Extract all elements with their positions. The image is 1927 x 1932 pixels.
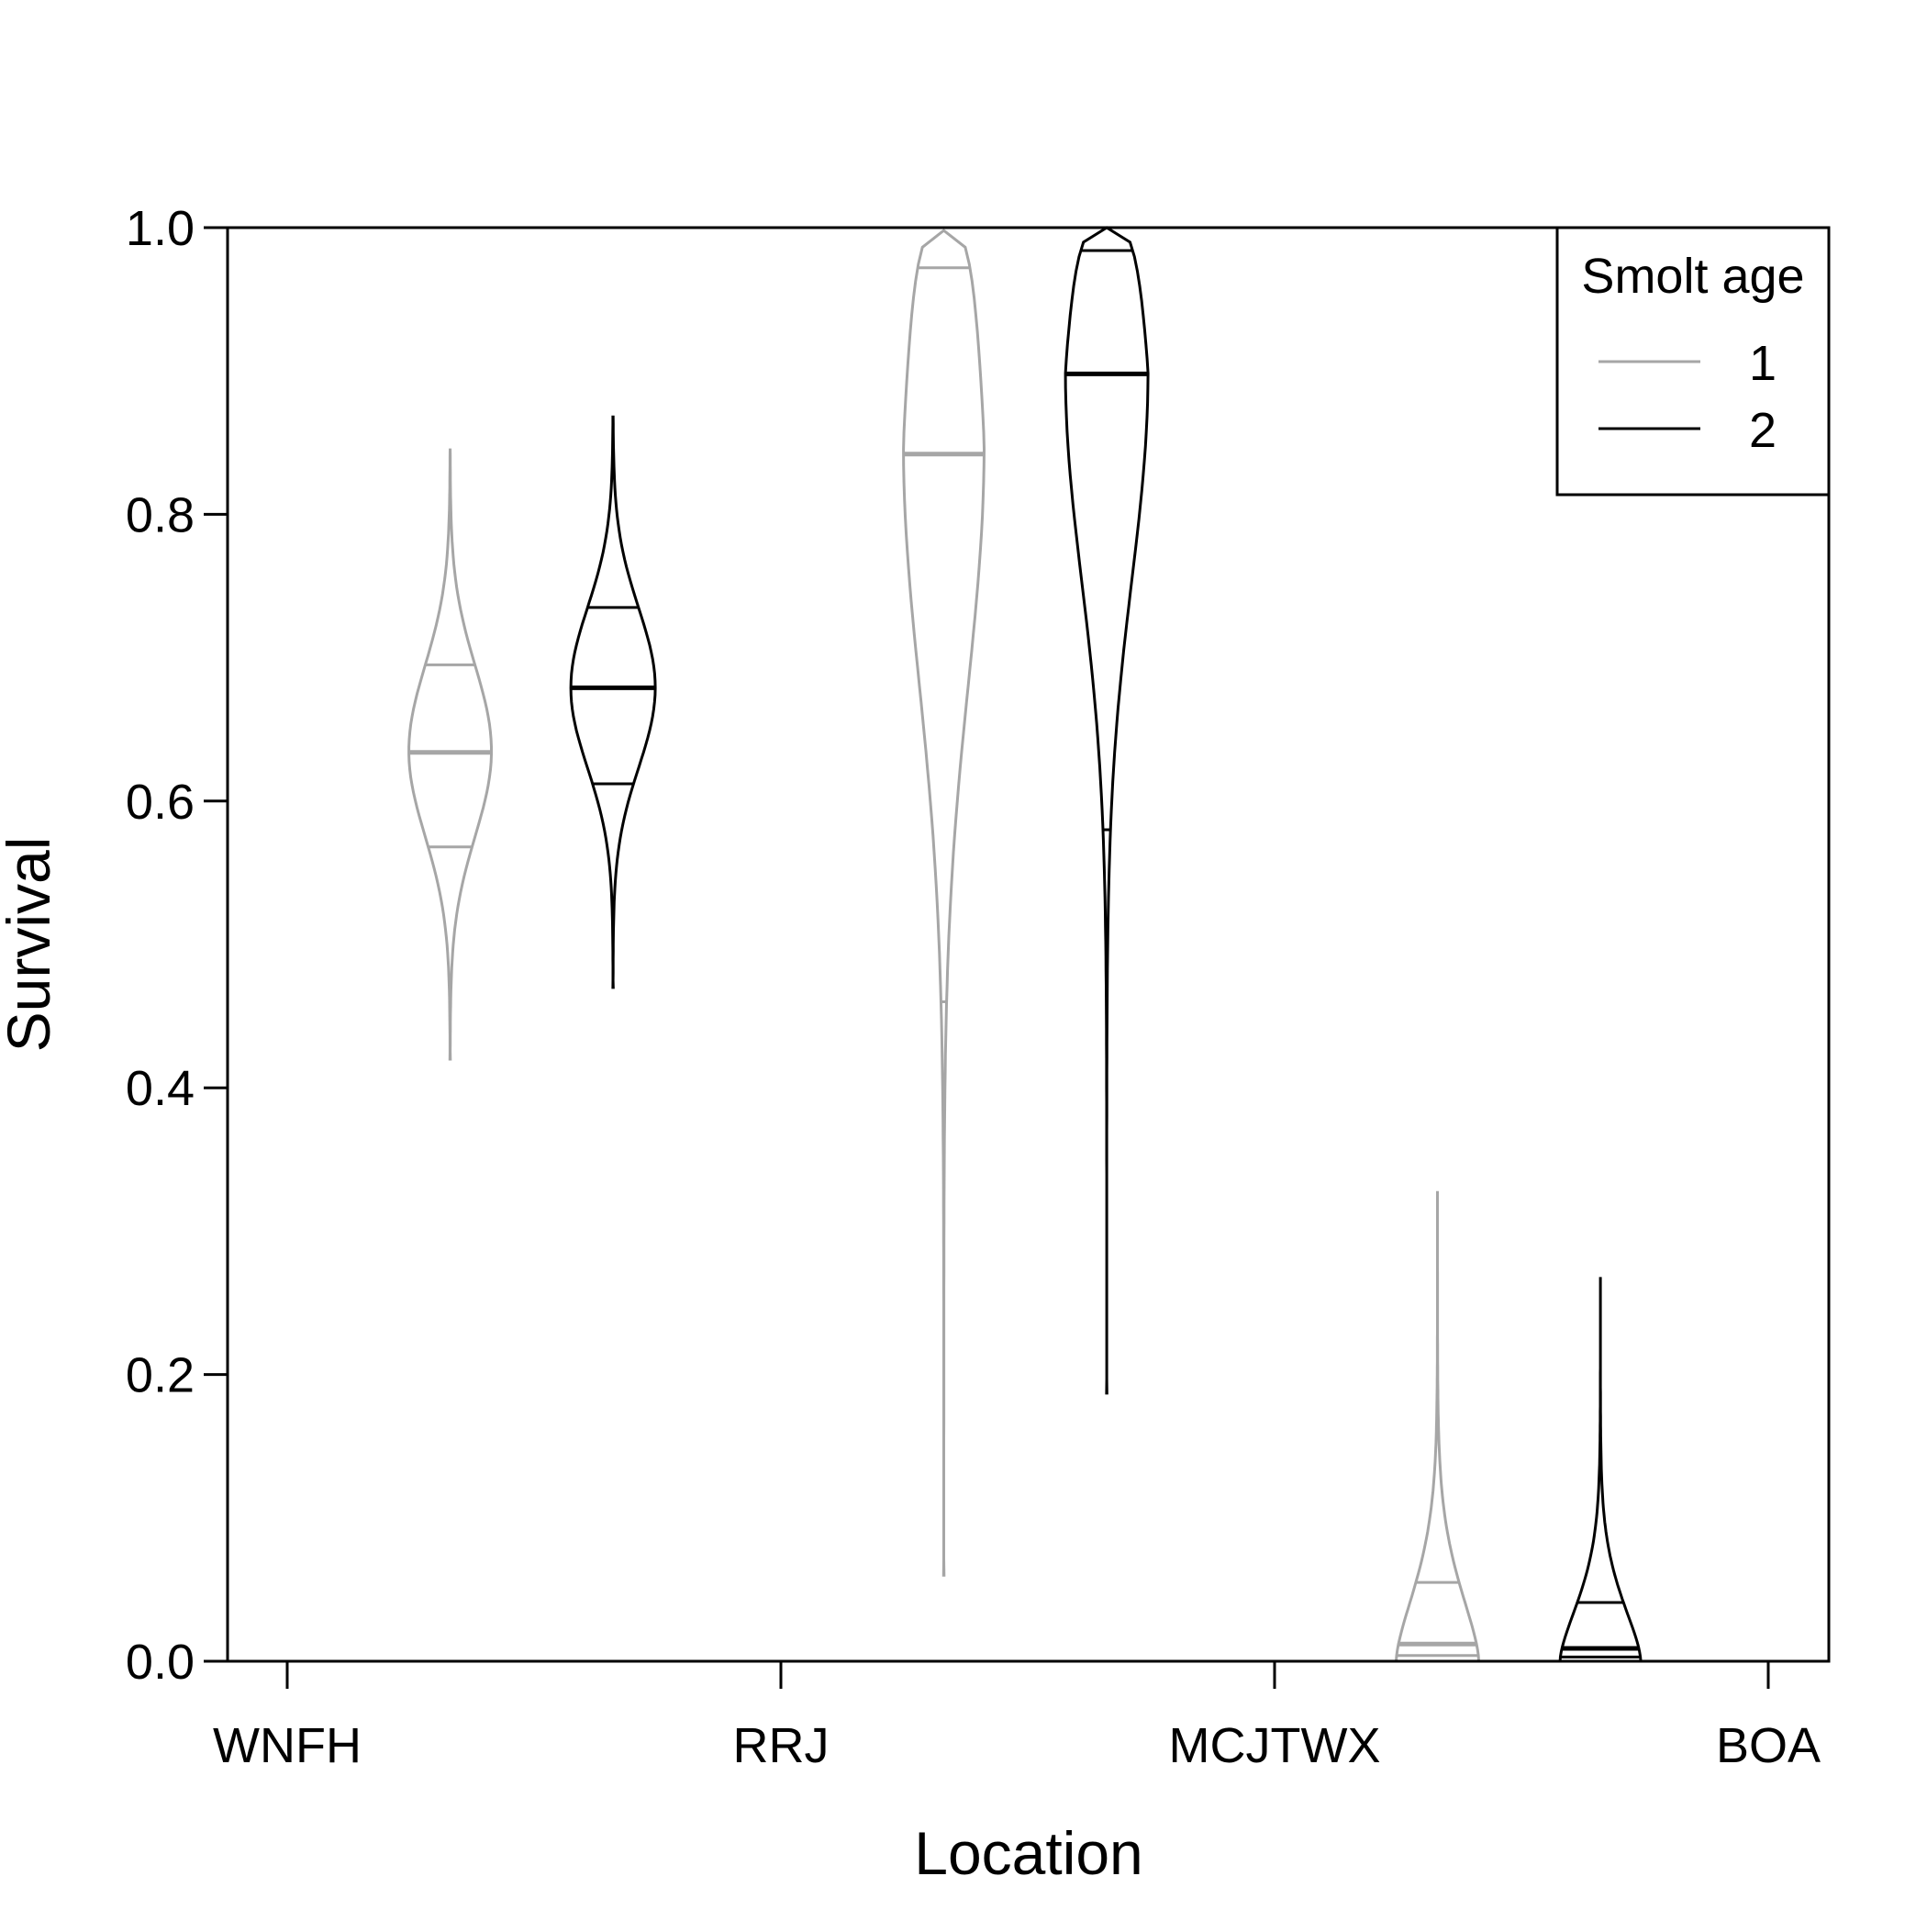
plot-frame xyxy=(226,226,1831,1663)
violin-group xyxy=(407,226,1643,1663)
violin-mcjtwx-to-boa-age-1 xyxy=(1394,1190,1481,1663)
x-tick-label-boa: BOA xyxy=(1716,1718,1821,1773)
x-axis: WNFH RRJ MCJTWX BOA xyxy=(213,1661,1821,1773)
y-axis: 0.0 0.2 0.4 0.6 0.8 1.0 xyxy=(126,201,228,1690)
legend-label-age-1: 1 xyxy=(1749,336,1777,391)
x-tick-label-wnfh: WNFH xyxy=(213,1718,362,1773)
y-tick-label-1: 0.2 xyxy=(126,1348,195,1403)
violin-wnfh-to-rrj-age-1 xyxy=(407,448,493,1061)
y-tick-label-3: 0.6 xyxy=(126,775,195,830)
x-tick-label-rrj: RRJ xyxy=(733,1718,830,1773)
y-axis-title: Survival xyxy=(0,837,62,1053)
violin-rrj-to-mcjtwx-age-1 xyxy=(902,229,986,1577)
x-axis-title: Location xyxy=(914,1819,1143,1887)
legend-label-age-2: 2 xyxy=(1749,403,1777,458)
x-tick-label-mcjtwx: MCJTWX xyxy=(1169,1718,1381,1773)
y-tick-label-0: 0.0 xyxy=(126,1635,195,1690)
y-tick-label-5: 1.0 xyxy=(126,201,195,256)
legend: Smolt age 1 2 xyxy=(1555,226,1831,497)
violin-rrj-to-mcjtwx-age-2 xyxy=(1064,226,1150,1395)
violin-mcjtwx-to-boa-age-2 xyxy=(1558,1277,1643,1663)
y-tick-label-4: 0.8 xyxy=(126,487,195,542)
violin-wnfh-to-rrj-age-2 xyxy=(569,415,657,989)
legend-title: Smolt age xyxy=(1581,249,1804,304)
y-tick-label-2: 0.4 xyxy=(126,1061,195,1116)
